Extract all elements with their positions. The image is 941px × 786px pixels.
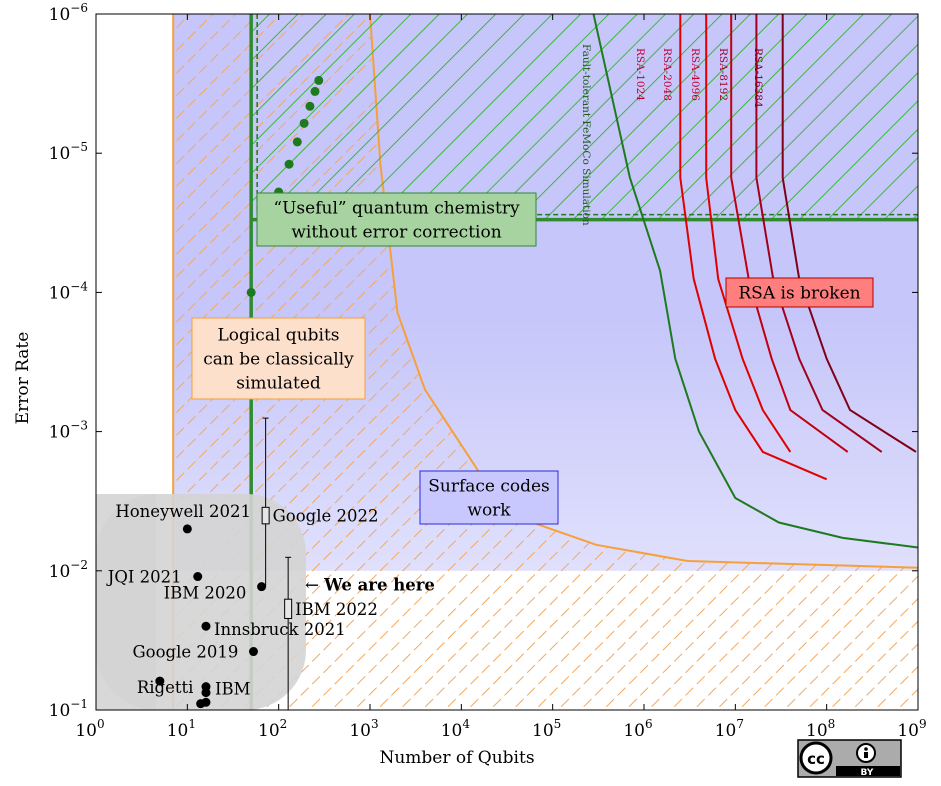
experiment-point — [182, 524, 192, 534]
chemistry-point — [314, 75, 324, 85]
experiment-label: JQI 2021 — [106, 568, 182, 587]
range-box — [284, 598, 293, 619]
plot-frame — [95, 13, 919, 711]
rsa-label: RSA-8192 — [717, 48, 729, 101]
useful-chemistry-region — [251, 14, 918, 220]
x-tick-label: 106 — [623, 717, 652, 741]
chemistry-point — [246, 287, 256, 297]
x-axis-title: Number of Qubits — [379, 748, 534, 768]
by-text: BY — [861, 768, 874, 778]
x-tick-label: 105 — [532, 717, 561, 741]
experiment-point — [201, 697, 211, 707]
we-are-here-annotation: ← We are here — [305, 575, 435, 594]
rsa-label: RSA-1024 — [634, 48, 646, 101]
experiment-point — [201, 621, 211, 631]
experiment-label: Google 2019 — [132, 643, 238, 662]
experiment-point — [248, 647, 258, 657]
y-tick-label: 10−1 — [49, 697, 88, 721]
experiment-point — [201, 688, 211, 698]
rsa-curve — [755, 14, 883, 453]
person-body — [864, 752, 868, 758]
x-tick-label: 100 — [75, 717, 104, 741]
x-tick-label: 102 — [258, 717, 287, 741]
x-tick-label: 108 — [806, 717, 835, 741]
experiment-point — [193, 572, 203, 582]
x-tick-label: 101 — [167, 717, 196, 741]
y-tick-label: 10−2 — [49, 558, 88, 582]
femoco-label: Fault-tolerant FeMoCo Simulation — [580, 44, 592, 226]
range-label: Google 2022 — [273, 507, 379, 526]
rsa-broken-label-box — [725, 277, 874, 308]
experiment-label: Innsbruck 2021 — [214, 620, 346, 639]
cc-icon — [799, 741, 833, 775]
experiment-label: Rigetti — [137, 678, 194, 697]
rsa-curve — [705, 14, 792, 453]
experiment-label: IBM 2020 — [164, 584, 247, 603]
range-box — [261, 506, 270, 525]
license-badge: cc BY — [797, 739, 902, 778]
rsa-label: RSA-4096 — [689, 48, 701, 101]
chemistry-point — [310, 86, 320, 96]
surface-codes-label: Surface codes work — [428, 477, 550, 521]
classical-simulation-label: Logical qubits can be classically simulate… — [203, 326, 354, 394]
surface-codes-label-box — [419, 470, 559, 525]
experiment-label: IBM — [215, 680, 251, 699]
range-label: IBM 2022 — [295, 600, 378, 619]
chemistry-point — [305, 101, 315, 111]
y-tick-label: 10−4 — [49, 279, 89, 303]
y-tick-label: 10−5 — [49, 140, 88, 164]
useful-chemistry-label: “Useful” quantum chemistry without error … — [273, 199, 520, 243]
rsa-label: RSA-2048 — [661, 48, 673, 101]
experiment-point — [155, 676, 165, 686]
experiment-label: Honeywell 2021 — [115, 502, 251, 521]
rsa-curve — [679, 14, 828, 481]
x-tick-label: 103 — [349, 717, 378, 741]
chemistry-point — [292, 137, 302, 147]
cc-icon-text: cc — [807, 750, 825, 768]
y-axis-title: Error Rate — [13, 332, 33, 425]
x-tick-label: 107 — [715, 717, 744, 741]
rsa-broken-label: RSA is broken — [738, 284, 860, 304]
x-tick-label: 104 — [441, 717, 471, 741]
useful-chemistry-label-box — [256, 192, 537, 247]
classical-simulation-label-box — [191, 317, 366, 400]
chemistry-point — [299, 118, 309, 128]
experiments-cloud-edge — [96, 494, 156, 710]
x-tick-label: 109 — [897, 717, 926, 741]
rsa-curve — [781, 14, 917, 453]
chemistry-point — [284, 159, 294, 169]
y-tick-label: 10−6 — [49, 1, 88, 25]
person-head — [864, 747, 868, 751]
rsa-label: RSA-16384 — [752, 48, 764, 108]
badge-by-strip — [836, 766, 900, 776]
experiment-point — [257, 582, 267, 592]
y-tick-label: 10−3 — [49, 419, 88, 443]
rsa-curve — [730, 14, 849, 453]
femoco-curve — [592, 14, 918, 549]
